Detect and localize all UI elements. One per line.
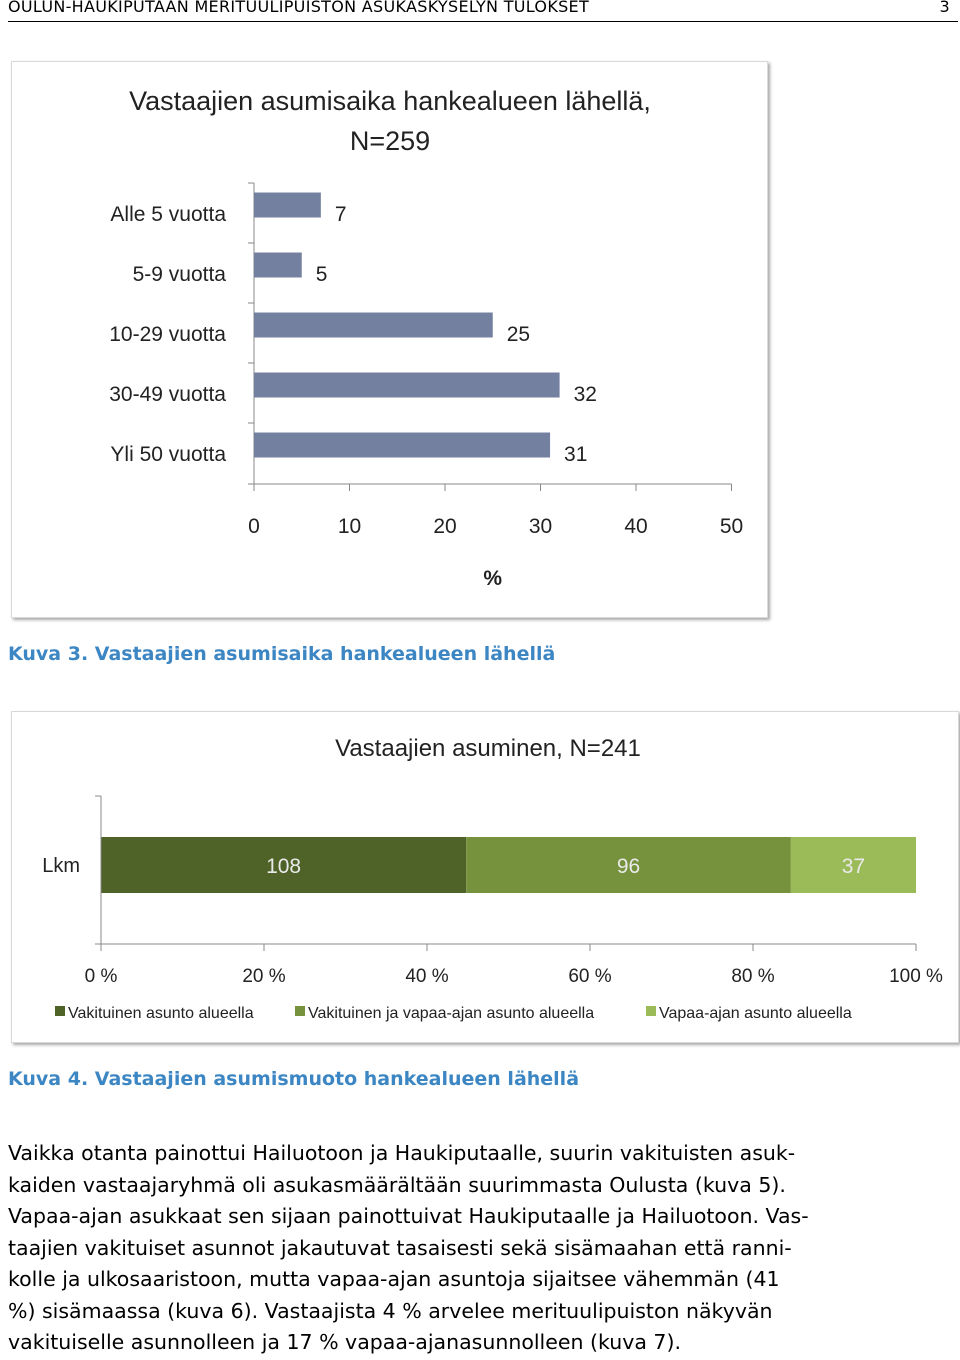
legend-label: Vakituinen asunto alueella [68, 1005, 254, 1022]
figure-3-caption: Kuva 3. Vastaajien asumisaika hankealuee… [8, 643, 556, 665]
x-tick-label: 40 % [405, 966, 448, 987]
bar-data-label: 31 [564, 443, 587, 466]
page-header: OULUN-HAUKIPUTAAN MERITUULIPUISTON ASUKA… [8, 0, 958, 22]
category-label: Lkm [42, 855, 80, 877]
residence-duration-chart: Vastaajien asumisaika hankealueen lähell… [11, 61, 768, 618]
bar-segment-label: 108 [266, 855, 301, 878]
x-tick-label: 40 [624, 515, 647, 538]
bar-segment-label: 96 [617, 855, 640, 878]
paragraph-line: Vaikka otanta painottui Hailuotoon ja Ha… [8, 1141, 796, 1165]
legend-swatch [646, 1006, 656, 1016]
x-tick-label: 20 [433, 515, 456, 538]
bar [254, 312, 493, 338]
x-tick-label: 30 [529, 515, 552, 538]
x-tick-label: 10 [338, 515, 361, 538]
bar-data-label: 5 [316, 263, 328, 286]
x-tick-label: 20 % [242, 966, 285, 987]
category-label: 30-49 vuotta [109, 383, 226, 406]
bar-data-label: 25 [507, 323, 530, 346]
bar [254, 192, 321, 218]
bar-segment [790, 837, 916, 893]
paragraph-line: kolle ja ulkosaaristoon, mutta vapaa-aja… [8, 1267, 780, 1291]
bar-data-label: 7 [335, 203, 347, 226]
category-label: Alle 5 vuotta [110, 203, 226, 226]
report-title: OULUN-HAUKIPUTAAN MERITUULIPUISTON ASUKA… [8, 0, 590, 16]
x-tick-label: 100 % [889, 966, 943, 987]
chart-title-line: N=259 [350, 126, 430, 156]
x-axis-label: % [483, 567, 502, 590]
legend-label: Vapaa-ajan asunto alueella [659, 1005, 852, 1022]
bar [254, 252, 302, 278]
bar-segment-label: 37 [842, 855, 865, 878]
body-paragraph: Vaikka otanta painottui Hailuotoon ja Ha… [8, 1138, 953, 1359]
residence-duration-chart-svg: Vastaajien asumisaika hankealueen lähell… [109, 86, 743, 590]
figure-4-caption: Kuva 4. Vastaajien asumismuoto hankealue… [8, 1068, 580, 1090]
bar-segment [466, 837, 791, 893]
paragraph-line: %) sisämaassa (kuva 6). Vastaajista 4 % … [8, 1298, 773, 1323]
paragraph-line: taajien vakituiset asunnot jakautuvat ta… [8, 1235, 792, 1260]
legend-swatch [55, 1006, 65, 1016]
x-tick-label: 50 [720, 515, 743, 538]
housing-type-chart-svg: Vastaajien asuminen, N=241 108 96 37 Lkm 0 % 2… [42, 735, 943, 1022]
x-tick-label: 0 [248, 515, 260, 538]
paragraph-line: Vapaa-ajan asukkaat sen sijaan painottui… [8, 1204, 809, 1228]
category-label: Yli 50 vuotta [110, 443, 226, 466]
page-number: 3 [939, 0, 950, 16]
x-tick-label: 80 % [731, 966, 774, 987]
housing-type-chart: Vastaajien asuminen, N=241 108 96 37 Lkm 0 % 2… [11, 711, 959, 1043]
category-label: 10-29 vuotta [109, 323, 226, 346]
paragraph-line: kaiden vastaajaryhmä oli asukasmäärältää… [8, 1172, 786, 1197]
x-tick-label: 0 % [85, 966, 118, 987]
chart-title: Vastaajien asuminen, N=241 [335, 735, 641, 762]
legend-swatch [295, 1006, 305, 1016]
bar [254, 372, 560, 398]
paragraph-line: vakituiselle asunnolleen ja 17 % vapaa-a… [8, 1330, 681, 1354]
legend-label: Vakituinen ja vapaa-ajan asunto alueella [308, 1005, 594, 1022]
bar-segment [101, 837, 467, 893]
bar-data-label: 32 [574, 383, 597, 406]
x-tick-label: 60 % [568, 966, 611, 987]
bar [254, 432, 551, 458]
category-label: 5-9 vuotta [133, 263, 227, 286]
chart-title-line: Vastaajien asumisaika hankealueen lähell… [129, 86, 651, 116]
